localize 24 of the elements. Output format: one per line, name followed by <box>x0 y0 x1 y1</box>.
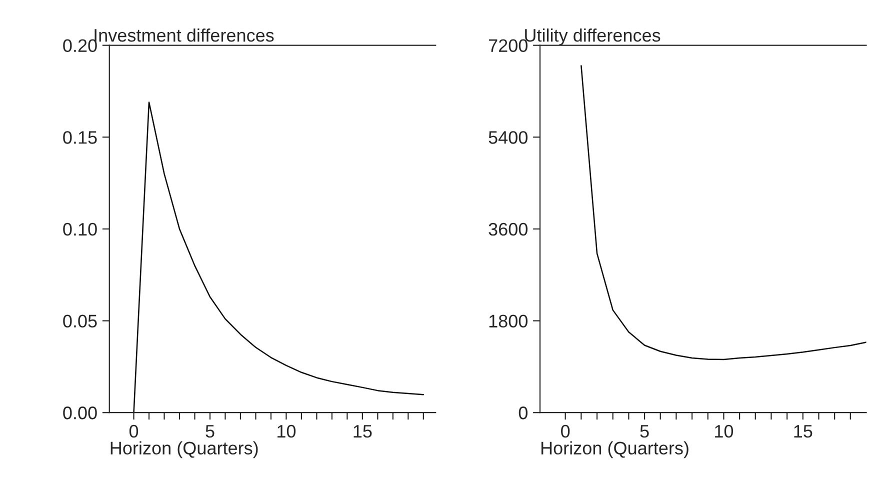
y-tick-label: 0.00 <box>63 406 97 420</box>
chart-title: Utility differences <box>525 28 660 46</box>
x-axis-title: Horizon (Quarters) <box>110 441 258 458</box>
y-tick-label: 0.20 <box>63 39 97 52</box>
x-tick-label: 5 <box>206 425 214 438</box>
y-tick-label: 0.10 <box>63 222 97 236</box>
x-tick-label: 10 <box>715 424 734 438</box>
line-series <box>133 102 424 413</box>
x-tick-label: 0 <box>129 424 138 438</box>
line-series <box>580 65 866 360</box>
x-tick-label: 15 <box>354 425 372 438</box>
x-axis-title: Horizon (Quarters) <box>541 441 688 458</box>
x-tick-label: 0 <box>561 424 570 438</box>
y-tick-label: 5400 <box>488 131 528 144</box>
x-tick-label: 10 <box>278 424 296 438</box>
y-tick-label: 7200 <box>488 39 528 52</box>
y-tick-label: 1800 <box>489 314 528 328</box>
y-tick-label: 0 <box>518 406 528 420</box>
x-tick-label: 15 <box>794 425 812 438</box>
y-tick-label: 3600 <box>488 222 528 236</box>
y-tick-label: 0.05 <box>63 314 97 328</box>
chart-title: Investment differences <box>94 28 274 42</box>
x-tick-label: 5 <box>640 425 649 438</box>
y-tick-label: 0.15 <box>63 131 97 144</box>
